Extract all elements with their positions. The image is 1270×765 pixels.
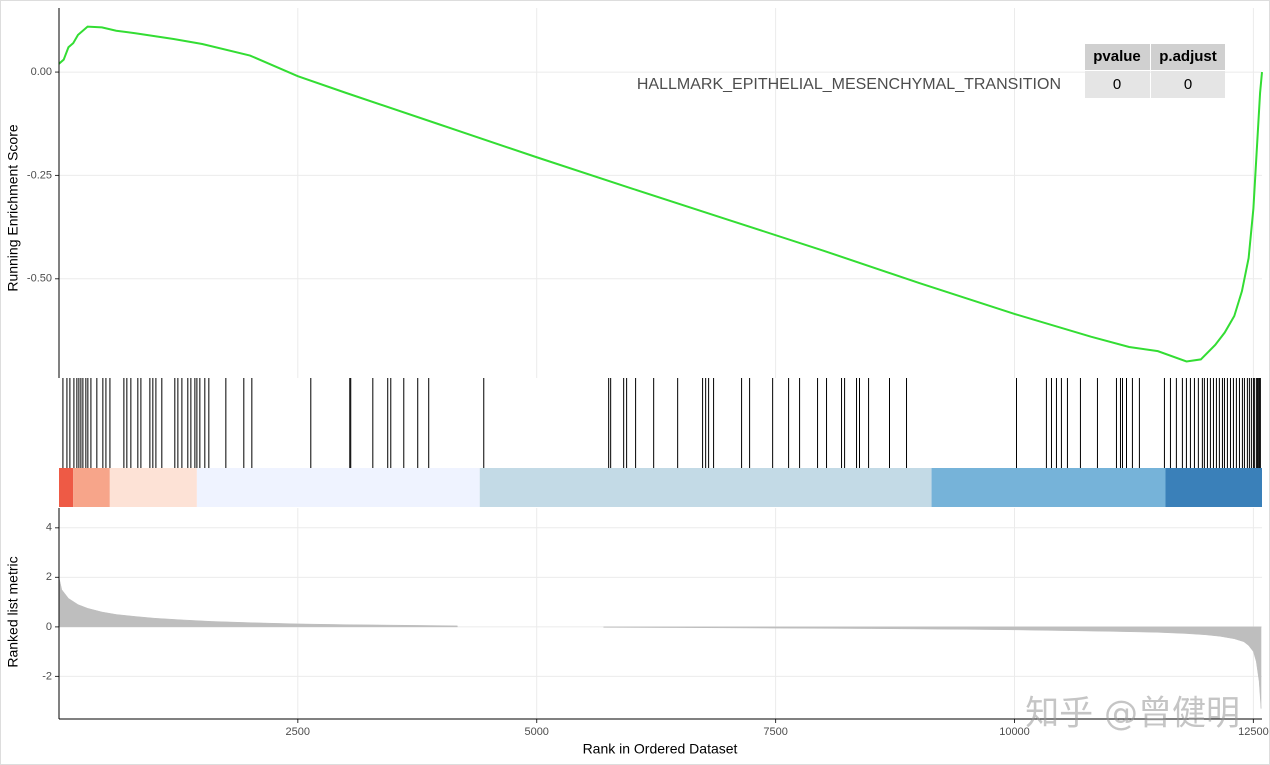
y-tick-label: 0.00: [31, 66, 52, 78]
y-tick-label: -0.25: [27, 169, 52, 181]
metric-area: [58, 577, 1262, 709]
y-axis-title: Running Enrichment Score: [5, 124, 21, 292]
rank-band: [109, 468, 197, 507]
y-tick-label: 2: [46, 571, 52, 583]
table-value: 0: [1184, 76, 1192, 93]
y-tick-label: 0: [46, 621, 52, 633]
watermark: 知乎 @曾健明: [1025, 694, 1240, 734]
x-tick-label: 12500: [1238, 726, 1269, 738]
rank-band: [73, 468, 110, 507]
rank-band: [479, 468, 932, 507]
table-header: pvalue: [1093, 48, 1141, 65]
gene-set-label: HALLMARK_EPITHELIAL_MESENCHYMAL_TRANSITI…: [637, 76, 1061, 93]
table-header-cell: [1151, 44, 1225, 70]
y-tick-label: -2: [42, 670, 52, 682]
table-header-cell: [1085, 44, 1150, 70]
y-tick-label: -0.50: [27, 273, 52, 285]
rank-band: [931, 468, 1166, 507]
y-tick-label: 4: [46, 522, 52, 534]
x-tick-label: 5000: [524, 726, 548, 738]
table-header: p.adjust: [1159, 48, 1217, 65]
table-cell: [1085, 71, 1150, 98]
table-cell: [1151, 71, 1225, 98]
rank-band: [59, 468, 74, 507]
table-value: 0: [1113, 76, 1121, 93]
enrichment-line: [58, 25, 1263, 363]
rank-band: [1165, 468, 1262, 507]
rank-band: [196, 468, 480, 507]
y-axis-title: Ranked list metric: [5, 556, 21, 667]
x-tick-label: 7500: [763, 726, 787, 738]
x-axis-title: Rank in Ordered Dataset: [583, 741, 738, 757]
x-tick-label: 10000: [999, 726, 1030, 738]
x-tick-label: 2500: [286, 726, 310, 738]
